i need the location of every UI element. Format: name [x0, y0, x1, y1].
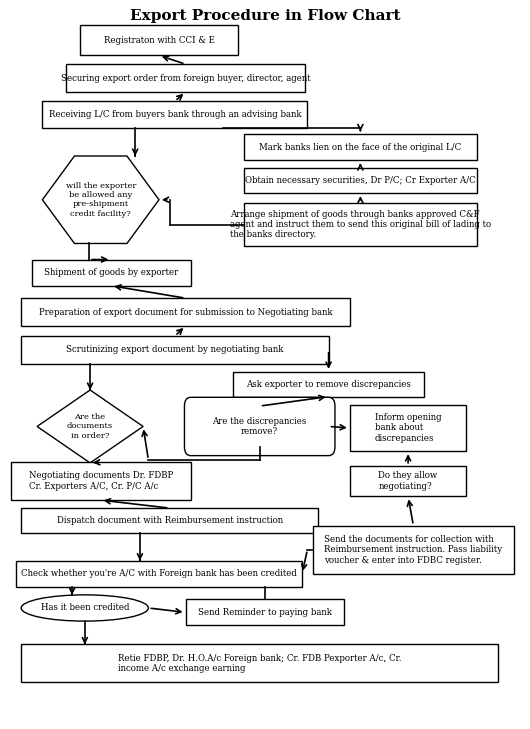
Text: will the exporter
be allowed any
pre-shipment
credit facility?: will the exporter be allowed any pre-shi…	[66, 182, 136, 217]
Text: Send the documents for collection with
Reimbursement instruction. Pass liability: Send the documents for collection with R…	[324, 535, 502, 564]
FancyBboxPatch shape	[244, 168, 477, 193]
Text: Are the
documents
in order?: Are the documents in order?	[67, 413, 113, 440]
FancyBboxPatch shape	[21, 298, 350, 326]
Text: Obtain necessary securities, Dr P/C; Cr Exporter A/C: Obtain necessary securities, Dr P/C; Cr …	[245, 176, 476, 185]
Text: Retie FDBP, Dr. H.O.A/c Foreign bank; Cr. FDB Pexporter A/c, Cr.
income A/c exch: Retie FDBP, Dr. H.O.A/c Foreign bank; Cr…	[118, 654, 401, 673]
Text: Shipment of goods by exporter: Shipment of goods by exporter	[44, 268, 179, 277]
FancyBboxPatch shape	[66, 64, 305, 92]
FancyBboxPatch shape	[233, 372, 424, 397]
Text: Send Reminder to paying bank: Send Reminder to paying bank	[198, 608, 332, 617]
Text: Registraton with CCI & E: Registraton with CCI & E	[103, 36, 215, 44]
FancyBboxPatch shape	[244, 203, 477, 246]
FancyBboxPatch shape	[350, 405, 466, 451]
FancyBboxPatch shape	[32, 260, 191, 286]
Text: Ask exporter to remove discrepancies: Ask exporter to remove discrepancies	[246, 380, 411, 389]
FancyBboxPatch shape	[350, 466, 466, 496]
Text: Securing export order from foreign buyer, director, agent: Securing export order from foreign buyer…	[61, 74, 310, 82]
Text: Do they allow
negotiating?: Do they allow negotiating?	[378, 472, 438, 491]
Text: Mark banks lien on the face of the original L/C: Mark banks lien on the face of the origi…	[259, 143, 462, 152]
Text: Check whether you're A/C with Foreign bank has been credited: Check whether you're A/C with Foreign ba…	[21, 569, 297, 578]
FancyBboxPatch shape	[21, 508, 318, 533]
Text: Preparation of export document for submission to Negotiating bank: Preparation of export document for submi…	[39, 308, 332, 316]
FancyBboxPatch shape	[11, 462, 191, 500]
FancyBboxPatch shape	[313, 526, 514, 574]
Text: Negotiating documents Dr. FDBP
Cr. Exporters A/C, Cr. P/C A/c: Negotiating documents Dr. FDBP Cr. Expor…	[29, 472, 173, 491]
Text: Arrange shipment of goods through banks approved C&F
agent and instruct them to : Arrange shipment of goods through banks …	[230, 210, 491, 239]
Text: Inform opening
bank about
discrepancies: Inform opening bank about discrepancies	[375, 413, 441, 443]
Ellipse shape	[21, 595, 148, 621]
Text: Receiving L/C from buyers bank through an advising bank: Receiving L/C from buyers bank through a…	[49, 110, 301, 119]
Text: Export Procedure in Flow Chart: Export Procedure in Flow Chart	[130, 9, 400, 23]
Text: Has it been credited: Has it been credited	[41, 604, 129, 612]
FancyBboxPatch shape	[186, 599, 344, 625]
FancyBboxPatch shape	[21, 336, 329, 364]
FancyBboxPatch shape	[42, 101, 307, 128]
Text: Are the discrepancies
remove?: Are the discrepancies remove?	[213, 417, 307, 436]
FancyBboxPatch shape	[244, 134, 477, 160]
FancyBboxPatch shape	[21, 644, 498, 682]
FancyBboxPatch shape	[16, 561, 302, 587]
Polygon shape	[37, 390, 143, 463]
Polygon shape	[42, 156, 159, 243]
FancyBboxPatch shape	[80, 25, 239, 55]
FancyBboxPatch shape	[184, 397, 335, 456]
Text: Dispatch document with Reimbursement instruction: Dispatch document with Reimbursement ins…	[57, 516, 282, 525]
Text: Scrutinizing export document by negotiating bank: Scrutinizing export document by negotiat…	[66, 346, 284, 354]
